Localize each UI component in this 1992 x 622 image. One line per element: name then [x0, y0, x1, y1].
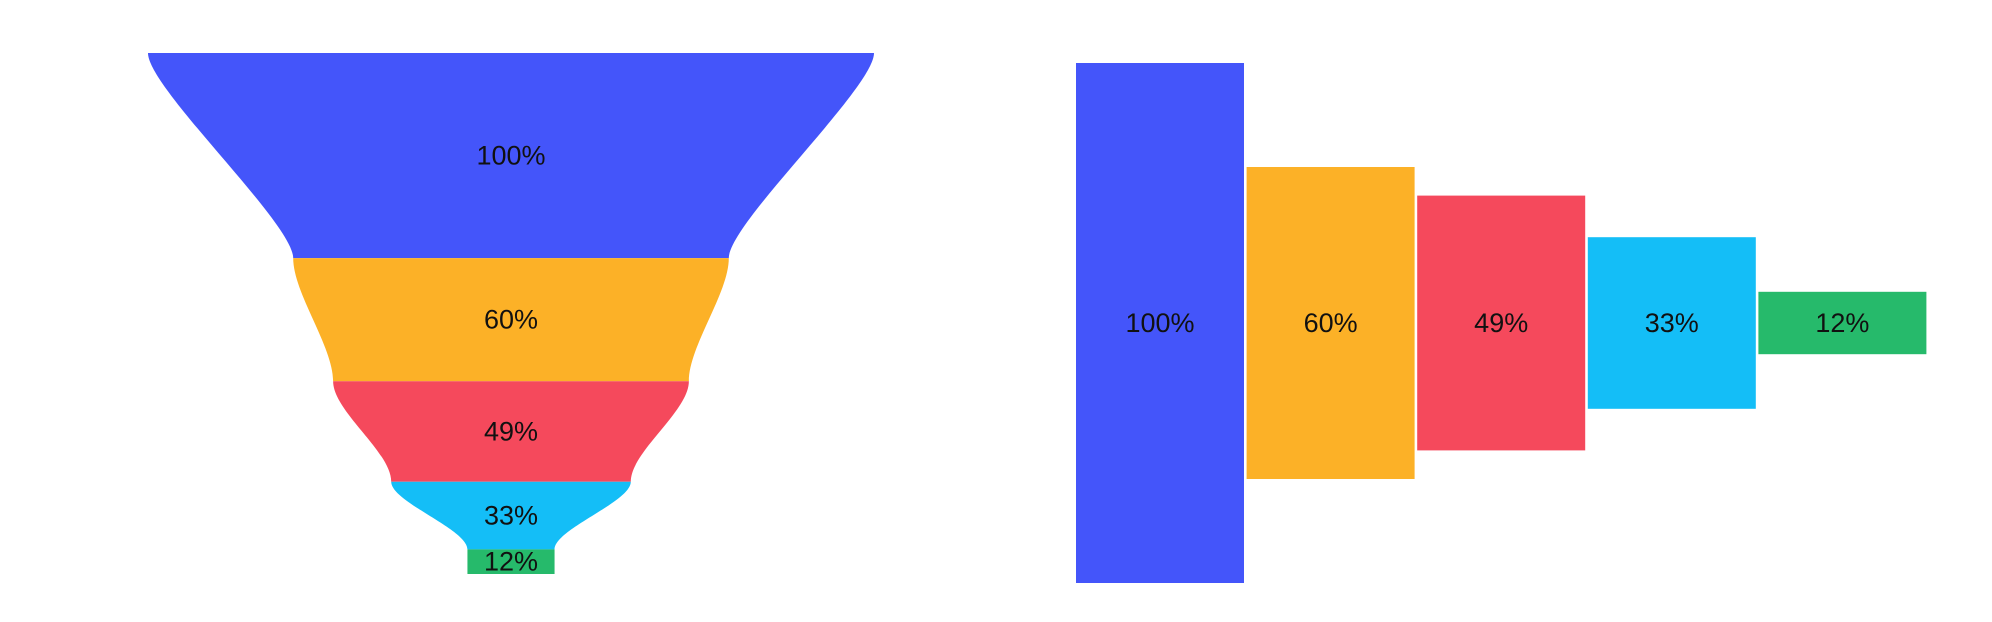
bar-segment-33[interactable] — [1587, 237, 1756, 409]
bar-segment-label: 12% — [1815, 308, 1869, 338]
funnel-segment-label: 49% — [484, 416, 538, 446]
funnel-segment-12[interactable] — [467, 549, 555, 574]
bar-segment-label: 49% — [1474, 308, 1528, 338]
bar-segment-label: 33% — [1645, 308, 1699, 338]
stepped-bar-funnel-chart: 100% 60% 49% 33% 12% — [1076, 63, 1927, 583]
bar-segment-49[interactable] — [1417, 195, 1586, 451]
vertical-funnel-chart: 100% 60% 49% 33% 12% — [148, 53, 874, 577]
funnel-segment-label: 12% — [484, 547, 538, 577]
funnel-segment-label: 100% — [476, 141, 545, 171]
bar-segment-100[interactable] — [1076, 63, 1244, 583]
funnel-segment-60[interactable] — [293, 258, 729, 382]
funnel-segment-label: 60% — [484, 305, 538, 335]
bar-segment-12[interactable] — [1758, 291, 1927, 355]
bar-segment-60[interactable] — [1246, 167, 1415, 479]
funnel-segment-49[interactable] — [333, 381, 689, 482]
funnel-segment-100[interactable] — [148, 53, 874, 259]
funnel-segment-33[interactable] — [391, 481, 631, 550]
bar-segment-label: 60% — [1304, 308, 1358, 338]
funnel-segment-label: 33% — [484, 501, 538, 531]
bar-segment-label: 100% — [1125, 308, 1194, 338]
